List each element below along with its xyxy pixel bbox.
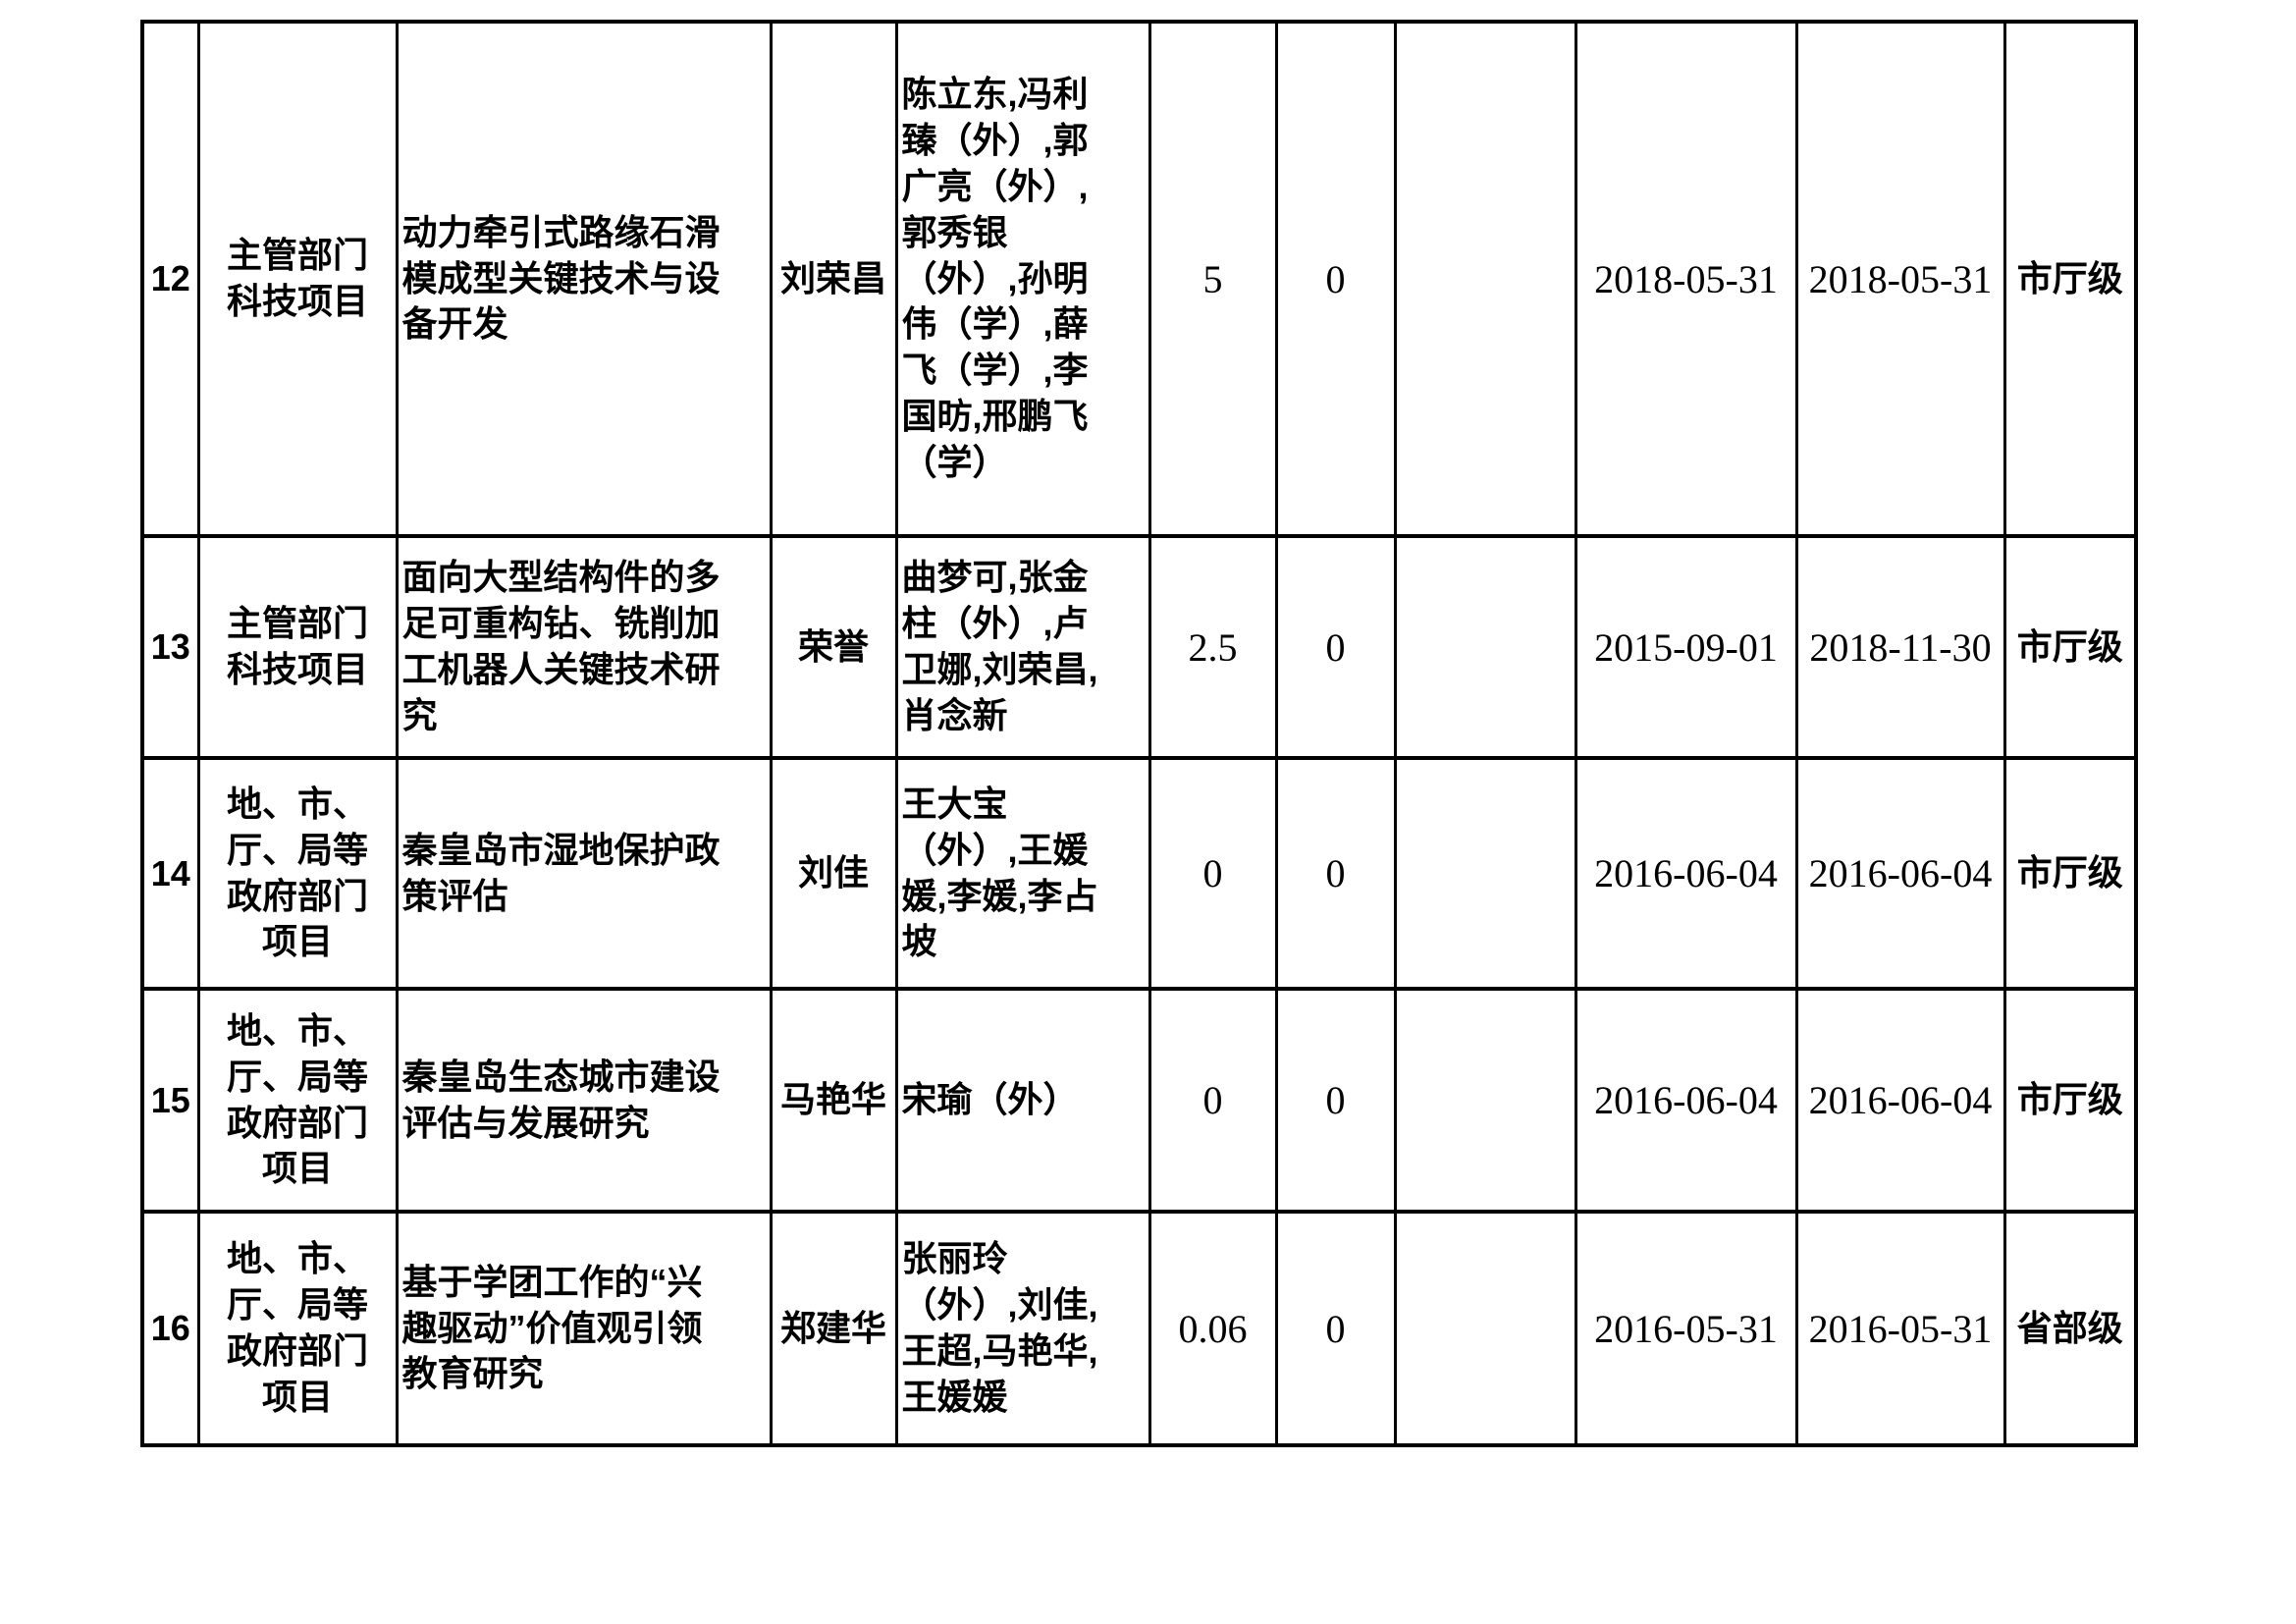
blank-cell xyxy=(1393,987,1577,1214)
projects-table: 12 主管部门 科技项目 动力牵引式路缘石滑 模成型关键技术与设 备开发 刘荣昌 陈立东… xyxy=(140,20,2138,1447)
amount2-cell: 0 xyxy=(1274,534,1397,760)
leader-cell: 刘荣昌 xyxy=(769,20,898,538)
project-title-cell: 基于学团工作的“兴 趣驱动”价值观引领 教育研究 xyxy=(395,1210,773,1447)
project-category-cell: 地、市、 厅、局等 政府部门 项目 xyxy=(196,987,399,1214)
project-category-cell: 主管部门 科技项目 xyxy=(196,20,399,538)
participants-cell: 张丽玲 （外）,刘佳, 王超,马艳华, 王媛媛 xyxy=(894,1210,1151,1447)
row-index-cell: 13 xyxy=(140,534,200,760)
end-date-cell: 2018-05-31 xyxy=(1794,20,2006,538)
amount-cell: 2.5 xyxy=(1148,534,1278,760)
participants-cell: 王大宝 （外）,王媛 媛,李媛,李占 坡 xyxy=(894,756,1151,991)
start-date-cell: 2015-09-01 xyxy=(1574,534,1798,760)
table-body: 12 主管部门 科技项目 动力牵引式路缘石滑 模成型关键技术与设 备开发 刘荣昌 陈立东… xyxy=(140,20,2138,1447)
amount2-cell: 0 xyxy=(1274,20,1397,538)
level-cell: 市厅级 xyxy=(2002,987,2138,1214)
project-title-cell: 面向大型结构件的多 足可重构钻、铣削加 工机器人关键技术研 究 xyxy=(395,534,773,760)
table-row: 16 地、市、 厅、局等 政府部门 项目 基于学团工作的“兴 趣驱动”价值观引领 教… xyxy=(140,1210,2138,1447)
blank-cell xyxy=(1393,756,1577,991)
participants-cell: 陈立东,冯利 臻（外）,郭 广亮（外）, 郭秀银 （外）,孙明 伟（学）,薛 飞… xyxy=(894,20,1151,538)
level-cell: 市厅级 xyxy=(2002,756,2138,991)
amount-cell: 5 xyxy=(1148,20,1278,538)
project-category-cell: 地、市、 厅、局等 政府部门 项目 xyxy=(196,1210,399,1447)
project-title-cell: 动力牵引式路缘石滑 模成型关键技术与设 备开发 xyxy=(395,20,773,538)
end-date-cell: 2018-11-30 xyxy=(1794,534,2006,760)
table-row: 12 主管部门 科技项目 动力牵引式路缘石滑 模成型关键技术与设 备开发 刘荣昌 陈立东… xyxy=(140,20,2138,538)
amount-cell: 0 xyxy=(1148,987,1278,1214)
row-index-cell: 14 xyxy=(140,756,200,991)
level-cell: 省部级 xyxy=(2002,1210,2138,1447)
project-title-cell: 秦皇岛市湿地保护政 策评估 xyxy=(395,756,773,991)
end-date-cell: 2016-06-04 xyxy=(1794,987,2006,1214)
row-index-cell: 15 xyxy=(140,987,200,1214)
amount-cell: 0 xyxy=(1148,756,1278,991)
amount2-cell: 0 xyxy=(1274,987,1397,1214)
leader-cell: 刘佳 xyxy=(769,756,898,991)
blank-cell xyxy=(1393,20,1577,538)
amount-cell: 0.06 xyxy=(1148,1210,1278,1447)
project-title-cell: 秦皇岛生态城市建设 评估与发展研究 xyxy=(395,987,773,1214)
end-date-cell: 2016-05-31 xyxy=(1794,1210,2006,1447)
start-date-cell: 2016-06-04 xyxy=(1574,756,1798,991)
table-row: 14 地、市、 厅、局等 政府部门 项目 秦皇岛市湿地保护政 策评估 刘佳 王大宝 （外… xyxy=(140,756,2138,991)
project-category-cell: 主管部门 科技项目 xyxy=(196,534,399,760)
level-cell: 市厅级 xyxy=(2002,20,2138,538)
start-date-cell: 2018-05-31 xyxy=(1574,20,1798,538)
leader-cell: 马艳华 xyxy=(769,987,898,1214)
blank-cell xyxy=(1393,534,1577,760)
start-date-cell: 2016-05-31 xyxy=(1574,1210,1798,1447)
amount2-cell: 0 xyxy=(1274,756,1397,991)
participants-cell: 曲梦可,张金 柱（外）,卢 卫娜,刘荣昌, 肖念新 xyxy=(894,534,1151,760)
row-index-cell: 16 xyxy=(140,1210,200,1447)
row-index-cell: 12 xyxy=(140,20,200,538)
blank-cell xyxy=(1393,1210,1577,1447)
table-row: 15 地、市、 厅、局等 政府部门 项目 秦皇岛生态城市建设 评估与发展研究 马艳华宋… xyxy=(140,987,2138,1214)
level-cell: 市厅级 xyxy=(2002,534,2138,760)
leader-cell: 荣誉 xyxy=(769,534,898,760)
table-row: 13 主管部门 科技项目 面向大型结构件的多 足可重构钻、铣削加 工机器人关键技术研… xyxy=(140,534,2138,760)
participants-cell: 宋瑜（外） xyxy=(894,987,1151,1214)
leader-cell: 郑建华 xyxy=(769,1210,898,1447)
amount2-cell: 0 xyxy=(1274,1210,1397,1447)
start-date-cell: 2016-06-04 xyxy=(1574,987,1798,1214)
project-category-cell: 地、市、 厅、局等 政府部门 项目 xyxy=(196,756,399,991)
end-date-cell: 2016-06-04 xyxy=(1794,756,2006,991)
